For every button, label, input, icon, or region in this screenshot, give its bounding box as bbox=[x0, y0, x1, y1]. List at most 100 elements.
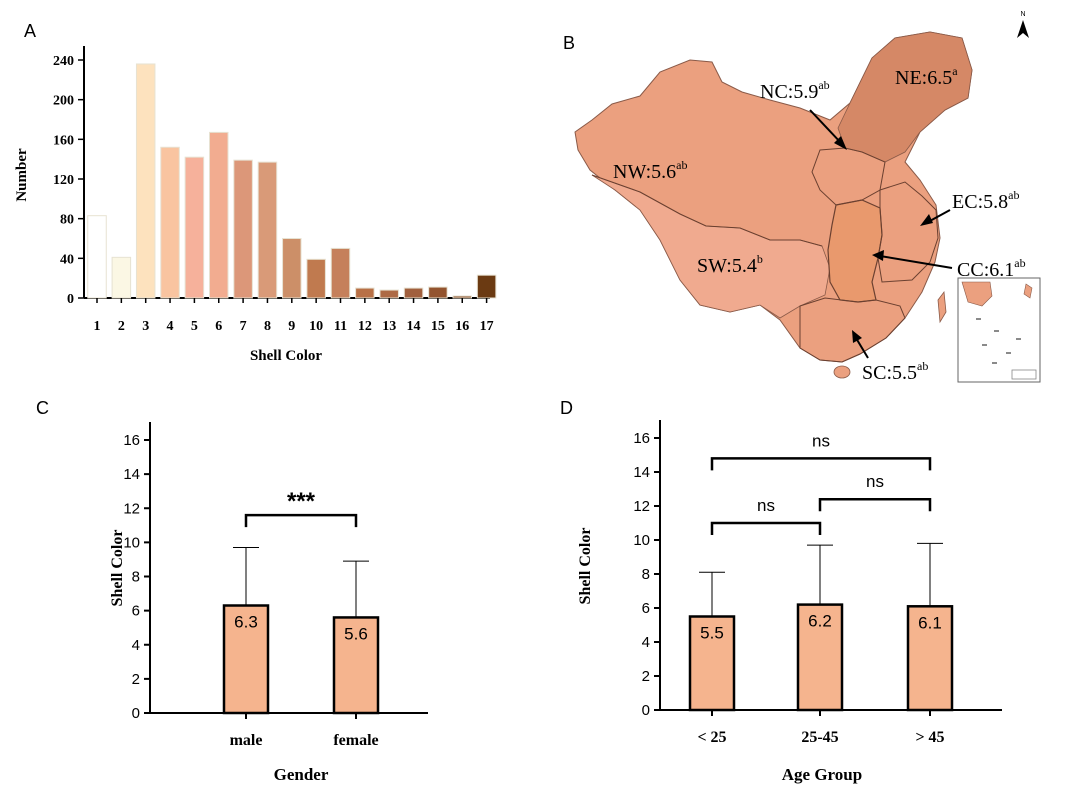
chart-d: Shell Color Age Group 0 2 4 6 8 10 12 14 16 5.5 < … bbox=[577, 420, 1002, 784]
map-hainan bbox=[833, 365, 851, 379]
chart-a-xtick-label: 8 bbox=[264, 319, 271, 334]
chart-d-significance-bracket bbox=[710, 521, 822, 535]
chart-a-bar bbox=[184, 156, 205, 299]
panel-label-d: D bbox=[560, 398, 573, 418]
chart-a-ytick-label: 0 bbox=[67, 292, 74, 307]
chart-c-ytick-label: 2 bbox=[132, 671, 140, 688]
chart-c-significance-label: *** bbox=[287, 488, 316, 515]
chart-a-xtick-label: 7 bbox=[240, 319, 247, 334]
chart-d-significance-label: ns bbox=[866, 472, 884, 491]
map-region-ec bbox=[877, 181, 939, 283]
chart-a-bar bbox=[403, 287, 424, 299]
chart-d-xlabel: Age Group bbox=[782, 765, 862, 784]
chart-d-ytick-label: 10 bbox=[633, 532, 650, 549]
chart-c-xtick-label: male bbox=[230, 732, 263, 749]
chart-c-xlabel: Gender bbox=[274, 765, 329, 784]
chart-c-xtick-label: female bbox=[333, 732, 378, 749]
map-region-nc bbox=[811, 147, 886, 206]
chart-a-bar bbox=[209, 131, 229, 299]
chart-a-xtick-label: 6 bbox=[215, 319, 222, 334]
chart-c-ytick-label: 0 bbox=[132, 705, 140, 722]
chart-c-ytick-label: 14 bbox=[123, 466, 140, 483]
chart-a-xtick-label: 2 bbox=[118, 319, 125, 334]
chart-a-bar bbox=[379, 289, 399, 299]
map-arrows bbox=[809, 109, 953, 359]
chart-a-bar bbox=[87, 215, 107, 299]
chart-d-ylabel: Shell Color bbox=[577, 528, 594, 605]
chart-c-ytick-label: 10 bbox=[123, 534, 140, 551]
chart-a-xtick-label: 14 bbox=[407, 319, 421, 334]
chart-d-ytick-label: 6 bbox=[642, 600, 650, 617]
map-region-ne bbox=[837, 31, 973, 163]
chart-c-ytick-label: 6 bbox=[132, 603, 140, 620]
chart-d-ytick-label: 8 bbox=[642, 566, 650, 583]
panel-label-a: A bbox=[24, 21, 36, 41]
chart-a-bar bbox=[111, 256, 132, 299]
chart-a-xtick-label: 15 bbox=[431, 319, 445, 334]
map-region-sc bbox=[799, 297, 906, 363]
map-label-nc: NC:5.9ab bbox=[760, 78, 830, 103]
chart-d-bar-label: 6.1 bbox=[918, 613, 942, 632]
chart-a-xlabel: Shell Color bbox=[250, 348, 322, 364]
map-label-cc: CC:6.1ab bbox=[957, 256, 1026, 281]
chart-a-ytick-label: 240 bbox=[53, 54, 74, 69]
chart-c-significance-bracket bbox=[244, 513, 358, 528]
chart-d-significance-bracket bbox=[818, 497, 932, 512]
chart-d-ytick-label: 12 bbox=[633, 498, 650, 515]
chart-a-xtick-label: 1 bbox=[94, 319, 101, 334]
chart-a-bar bbox=[355, 287, 375, 299]
chart-a-bar bbox=[233, 159, 253, 299]
chart-c-bar-label: 5.6 bbox=[344, 624, 368, 643]
map-label-ne: NE:6.5a bbox=[895, 64, 958, 89]
map-label-sw: SW:5.4b bbox=[697, 252, 763, 277]
chart-a-xtick-label: 11 bbox=[334, 319, 347, 334]
chart-a-ytick-label: 80 bbox=[60, 213, 74, 228]
chart-d-bar-label: 6.2 bbox=[808, 612, 832, 631]
chart-c-ytick-label: 8 bbox=[132, 569, 140, 586]
chart-c-bar bbox=[222, 604, 270, 715]
chart-d-significance-label: ns bbox=[757, 496, 775, 515]
chart-a-ytick-label: 40 bbox=[60, 252, 74, 267]
chart-a-ytick-label: 120 bbox=[53, 173, 74, 188]
chart-c: Shell Color Gender 0 2 4 6 8 10 12 14 16 6.3 male 5… bbox=[109, 422, 428, 784]
panel-label-c: C bbox=[36, 398, 49, 418]
chart-a-xtick-label: 16 bbox=[455, 319, 469, 334]
chart-a-bar bbox=[160, 146, 180, 299]
north-arrow-icon: N bbox=[1017, 11, 1029, 38]
chart-d-xtick-label: 25-45 bbox=[801, 729, 838, 746]
chart-c-bar bbox=[332, 616, 380, 715]
map-taiwan bbox=[937, 290, 947, 324]
chart-a-xtick-label: 4 bbox=[167, 319, 174, 334]
chart-a-xtick-label: 9 bbox=[288, 319, 295, 334]
chart-d-ytick-label: 2 bbox=[642, 668, 650, 685]
china-region-map: N NE:6.5a NC:5.9ab NW:5.6ab EC:5.8ab SW:… bbox=[574, 11, 1041, 384]
chart-a-bar bbox=[476, 274, 497, 299]
chart-a-bar bbox=[306, 258, 326, 299]
chart-a-bar bbox=[330, 247, 351, 299]
chart-a-bar bbox=[282, 238, 302, 299]
chart-a-xtick-label: 3 bbox=[142, 319, 149, 334]
map-label-sc: SC:5.5ab bbox=[862, 359, 928, 384]
chart-d-bar bbox=[906, 605, 954, 712]
chart-a-bar bbox=[135, 63, 156, 299]
chart-a-xtick-label: 10 bbox=[309, 319, 323, 334]
chart-d-ytick-label: 14 bbox=[633, 464, 650, 481]
chart-c-ytick-label: 16 bbox=[123, 432, 140, 449]
chart-a-bar bbox=[428, 286, 448, 299]
chart-a-ylabel: Number bbox=[14, 148, 30, 202]
chart-a-ytick-label: 160 bbox=[53, 133, 74, 148]
map-label-ec: EC:5.8ab bbox=[952, 188, 1019, 213]
map-label-nw: NW:5.6ab bbox=[613, 158, 687, 183]
chart-c-ytick-label: 4 bbox=[132, 637, 140, 654]
chart-d-xtick-label: > 45 bbox=[915, 729, 944, 746]
chart-d-ytick-label: 16 bbox=[633, 430, 650, 447]
chart-a-bar bbox=[257, 161, 278, 299]
chart-a-xtick-label: 13 bbox=[382, 319, 396, 334]
chart-d-significance-label: ns bbox=[812, 431, 830, 450]
chart-d-ytick-label: 0 bbox=[642, 702, 650, 719]
chart-a-xtick-label: 12 bbox=[358, 319, 372, 334]
chart-d-bar-label: 5.5 bbox=[700, 624, 724, 643]
chart-a-xtick-label: 5 bbox=[191, 319, 198, 334]
chart-c-ytick-label: 12 bbox=[123, 500, 140, 517]
